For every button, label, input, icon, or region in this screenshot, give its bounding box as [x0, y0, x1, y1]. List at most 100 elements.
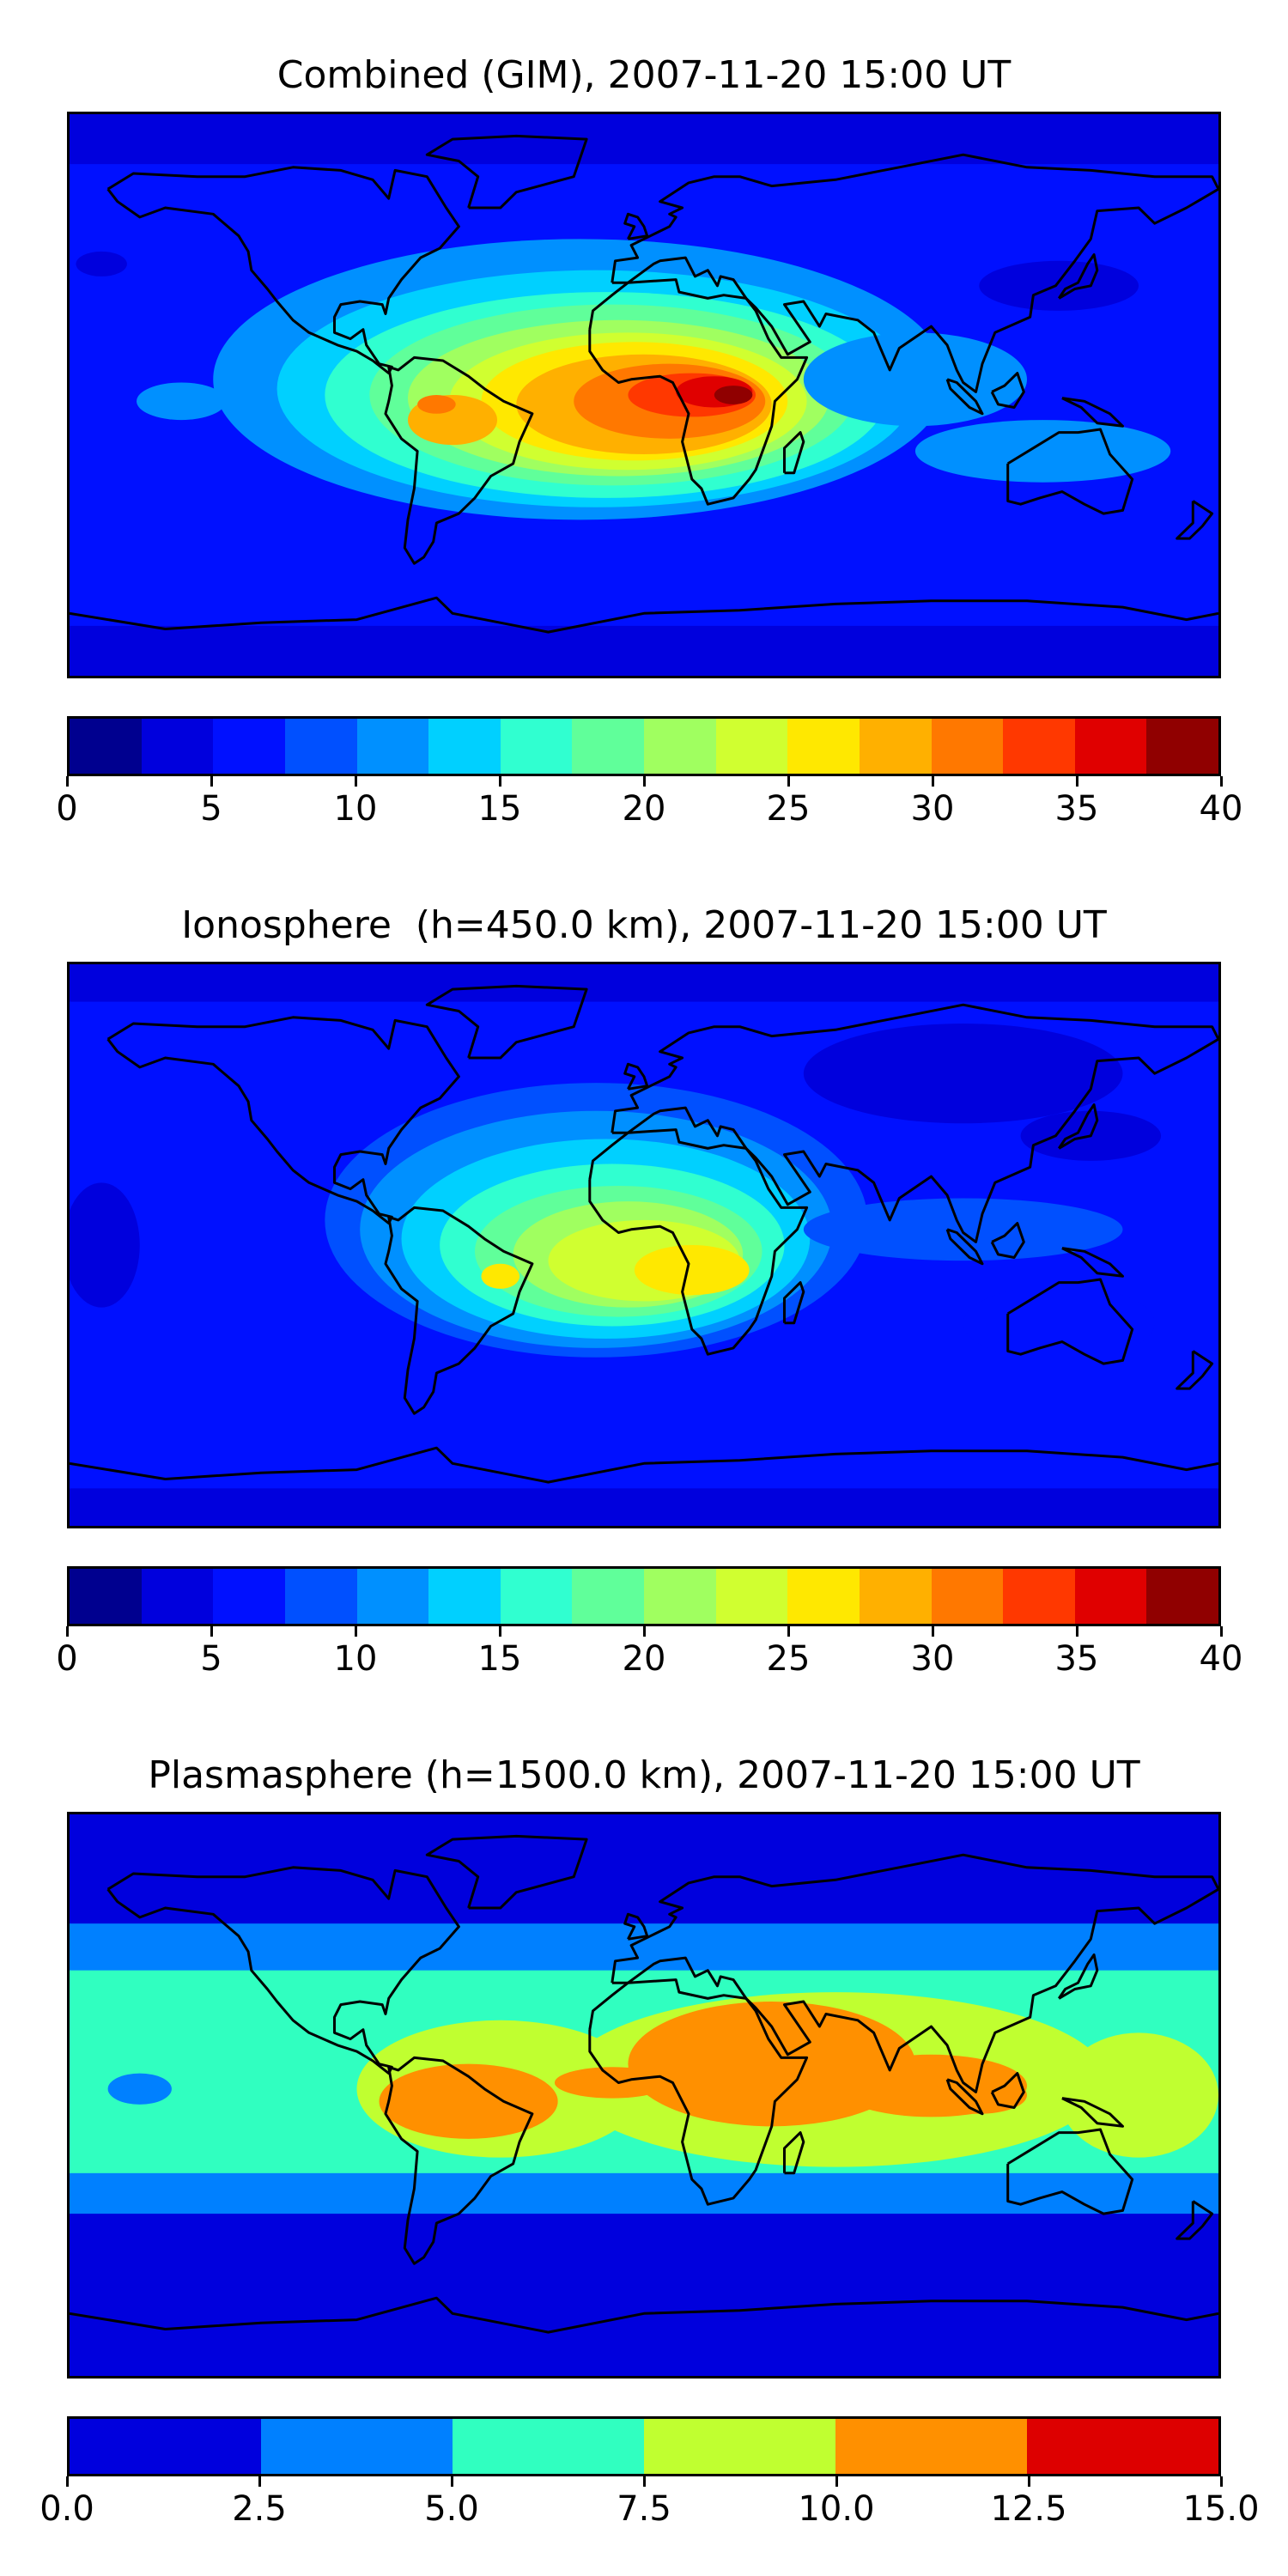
colorbar-segment [70, 719, 142, 774]
coastline [1061, 1247, 1124, 1278]
colorbar-ticks: 0.0 2.5 5.0 7.5 10.0 12.5 15.0 [39, 2476, 1260, 2529]
colorbar-segment [261, 2419, 453, 2474]
coastline [1061, 397, 1124, 428]
colorbar-segment [1074, 719, 1147, 774]
coastline [611, 1853, 1218, 2093]
contour-region [481, 1263, 520, 1289]
colorbar-tick-label: 40 [1199, 789, 1243, 829]
contour-region [76, 251, 127, 276]
colorbar-tick-label: 25 [766, 789, 811, 829]
colorbar-tick-label: 2.5 [232, 2489, 287, 2529]
colorbar-segment [356, 719, 429, 774]
colorbar-tick-label: 20 [622, 1639, 666, 1679]
colorbar-segment [70, 1569, 142, 1624]
colorbar-segment [715, 1569, 788, 1624]
contour-band [70, 625, 1218, 676]
colorbar-tick-label: 35 [1054, 789, 1099, 829]
coastline [70, 596, 1218, 634]
coastline [1006, 2128, 1134, 2215]
colorbar-segment [931, 719, 1004, 774]
coastline [623, 1062, 649, 1091]
colorbar-tick-label: 0 [56, 1639, 78, 1679]
colorbar-tick-label: 15 [477, 789, 522, 829]
contour-band [70, 964, 1218, 1002]
colorbar [67, 1566, 1221, 1626]
coastline [945, 378, 984, 416]
coastline [106, 1866, 460, 2075]
colorbar-segment [1146, 1569, 1218, 1624]
panel-title: Ionosphere (h=450.0 km), 2007-11-20 15:0… [181, 903, 1107, 947]
colorbar-tick-label: 35 [1054, 1639, 1099, 1679]
colorbar-segment [428, 719, 501, 774]
colorbar-segment [931, 1569, 1004, 1624]
colorbar-segment [1027, 2419, 1218, 2474]
colorbar-segment [644, 1569, 716, 1624]
colorbar [67, 716, 1221, 776]
coastline [623, 212, 649, 240]
contour-region [417, 395, 456, 414]
colorbar-segment [453, 2419, 644, 2474]
coastline [783, 431, 805, 475]
coastline [1006, 428, 1134, 515]
colorbar-segment [356, 1569, 429, 1624]
plasmasphere-map [67, 1812, 1221, 2379]
coastline [1006, 1278, 1134, 1365]
colorbar-tick-label: 5 [200, 1639, 222, 1679]
colorbar-segment [500, 719, 573, 774]
colorbar-tick-label: 5.0 [424, 2489, 479, 2529]
coastline [106, 166, 460, 375]
colorbar-segment [1003, 719, 1075, 774]
coastline [990, 1222, 1025, 1259]
colorbar-tick-label: 15.0 [1182, 2489, 1260, 2529]
colorbar-tick-label: 12.5 [990, 2489, 1067, 2529]
colorbar-segment [835, 2419, 1027, 2474]
colorbar-segment [284, 719, 357, 774]
contour-region [979, 260, 1139, 311]
coastline [588, 1978, 809, 2206]
colorbar-segment [859, 719, 932, 774]
coastline [384, 355, 534, 565]
colorbar-segment [644, 2419, 835, 2474]
colorbar-tick-label: 20 [622, 789, 666, 829]
coastline [945, 2078, 984, 2116]
colorbar-segment [572, 719, 644, 774]
colorbar-tick-label: 30 [910, 1639, 955, 1679]
colorbar-segment [572, 1569, 644, 1624]
contour-region [803, 1024, 1123, 1124]
contour-region [963, 1285, 1155, 1361]
coastline [425, 984, 588, 1060]
contour-region [714, 386, 753, 404]
coastline [945, 1228, 984, 1266]
colorbar-segment [787, 719, 860, 774]
coastline [1176, 500, 1214, 540]
colorbar-segment [428, 1569, 501, 1624]
colorbar-tick-label: 10 [333, 1639, 378, 1679]
colorbar-tick-label: 0 [56, 789, 78, 829]
contour-region [803, 332, 1027, 427]
colorbar-segment [859, 1569, 932, 1624]
colorbar-segment [1146, 719, 1218, 774]
combined-gim-map [67, 112, 1221, 678]
contour-region [137, 382, 227, 421]
colorbar-segment [715, 719, 788, 774]
colorbar-segment [644, 719, 716, 774]
colorbar [67, 2416, 1221, 2476]
coastline [425, 134, 588, 210]
coastline [384, 2056, 534, 2265]
colorbar-segment [213, 1569, 285, 1624]
panel-title: Plasmasphere (h=1500.0 km), 2007-11-20 1… [148, 1753, 1140, 1797]
colorbar-tick-label: 7.5 [617, 2489, 671, 2529]
coastline [106, 1016, 460, 1225]
colorbar-tick-label: 15 [477, 1639, 522, 1679]
coastline [1057, 1953, 1099, 2000]
colorbar-tick-label: 25 [766, 1639, 811, 1679]
coastline [990, 372, 1025, 409]
coastline [70, 1446, 1218, 1484]
colorbar-tick-label: 0.0 [39, 2489, 94, 2529]
coastline [70, 2296, 1218, 2334]
coastline [1176, 2200, 1214, 2240]
colorbar-ticks: 0 5 10 15 20 25 30 35 40 [56, 776, 1242, 829]
colorbar-segment [70, 2419, 261, 2474]
panel-title: Combined (GIM), 2007-11-20 15:00 UT [276, 53, 1012, 97]
coastline [623, 1912, 649, 1941]
